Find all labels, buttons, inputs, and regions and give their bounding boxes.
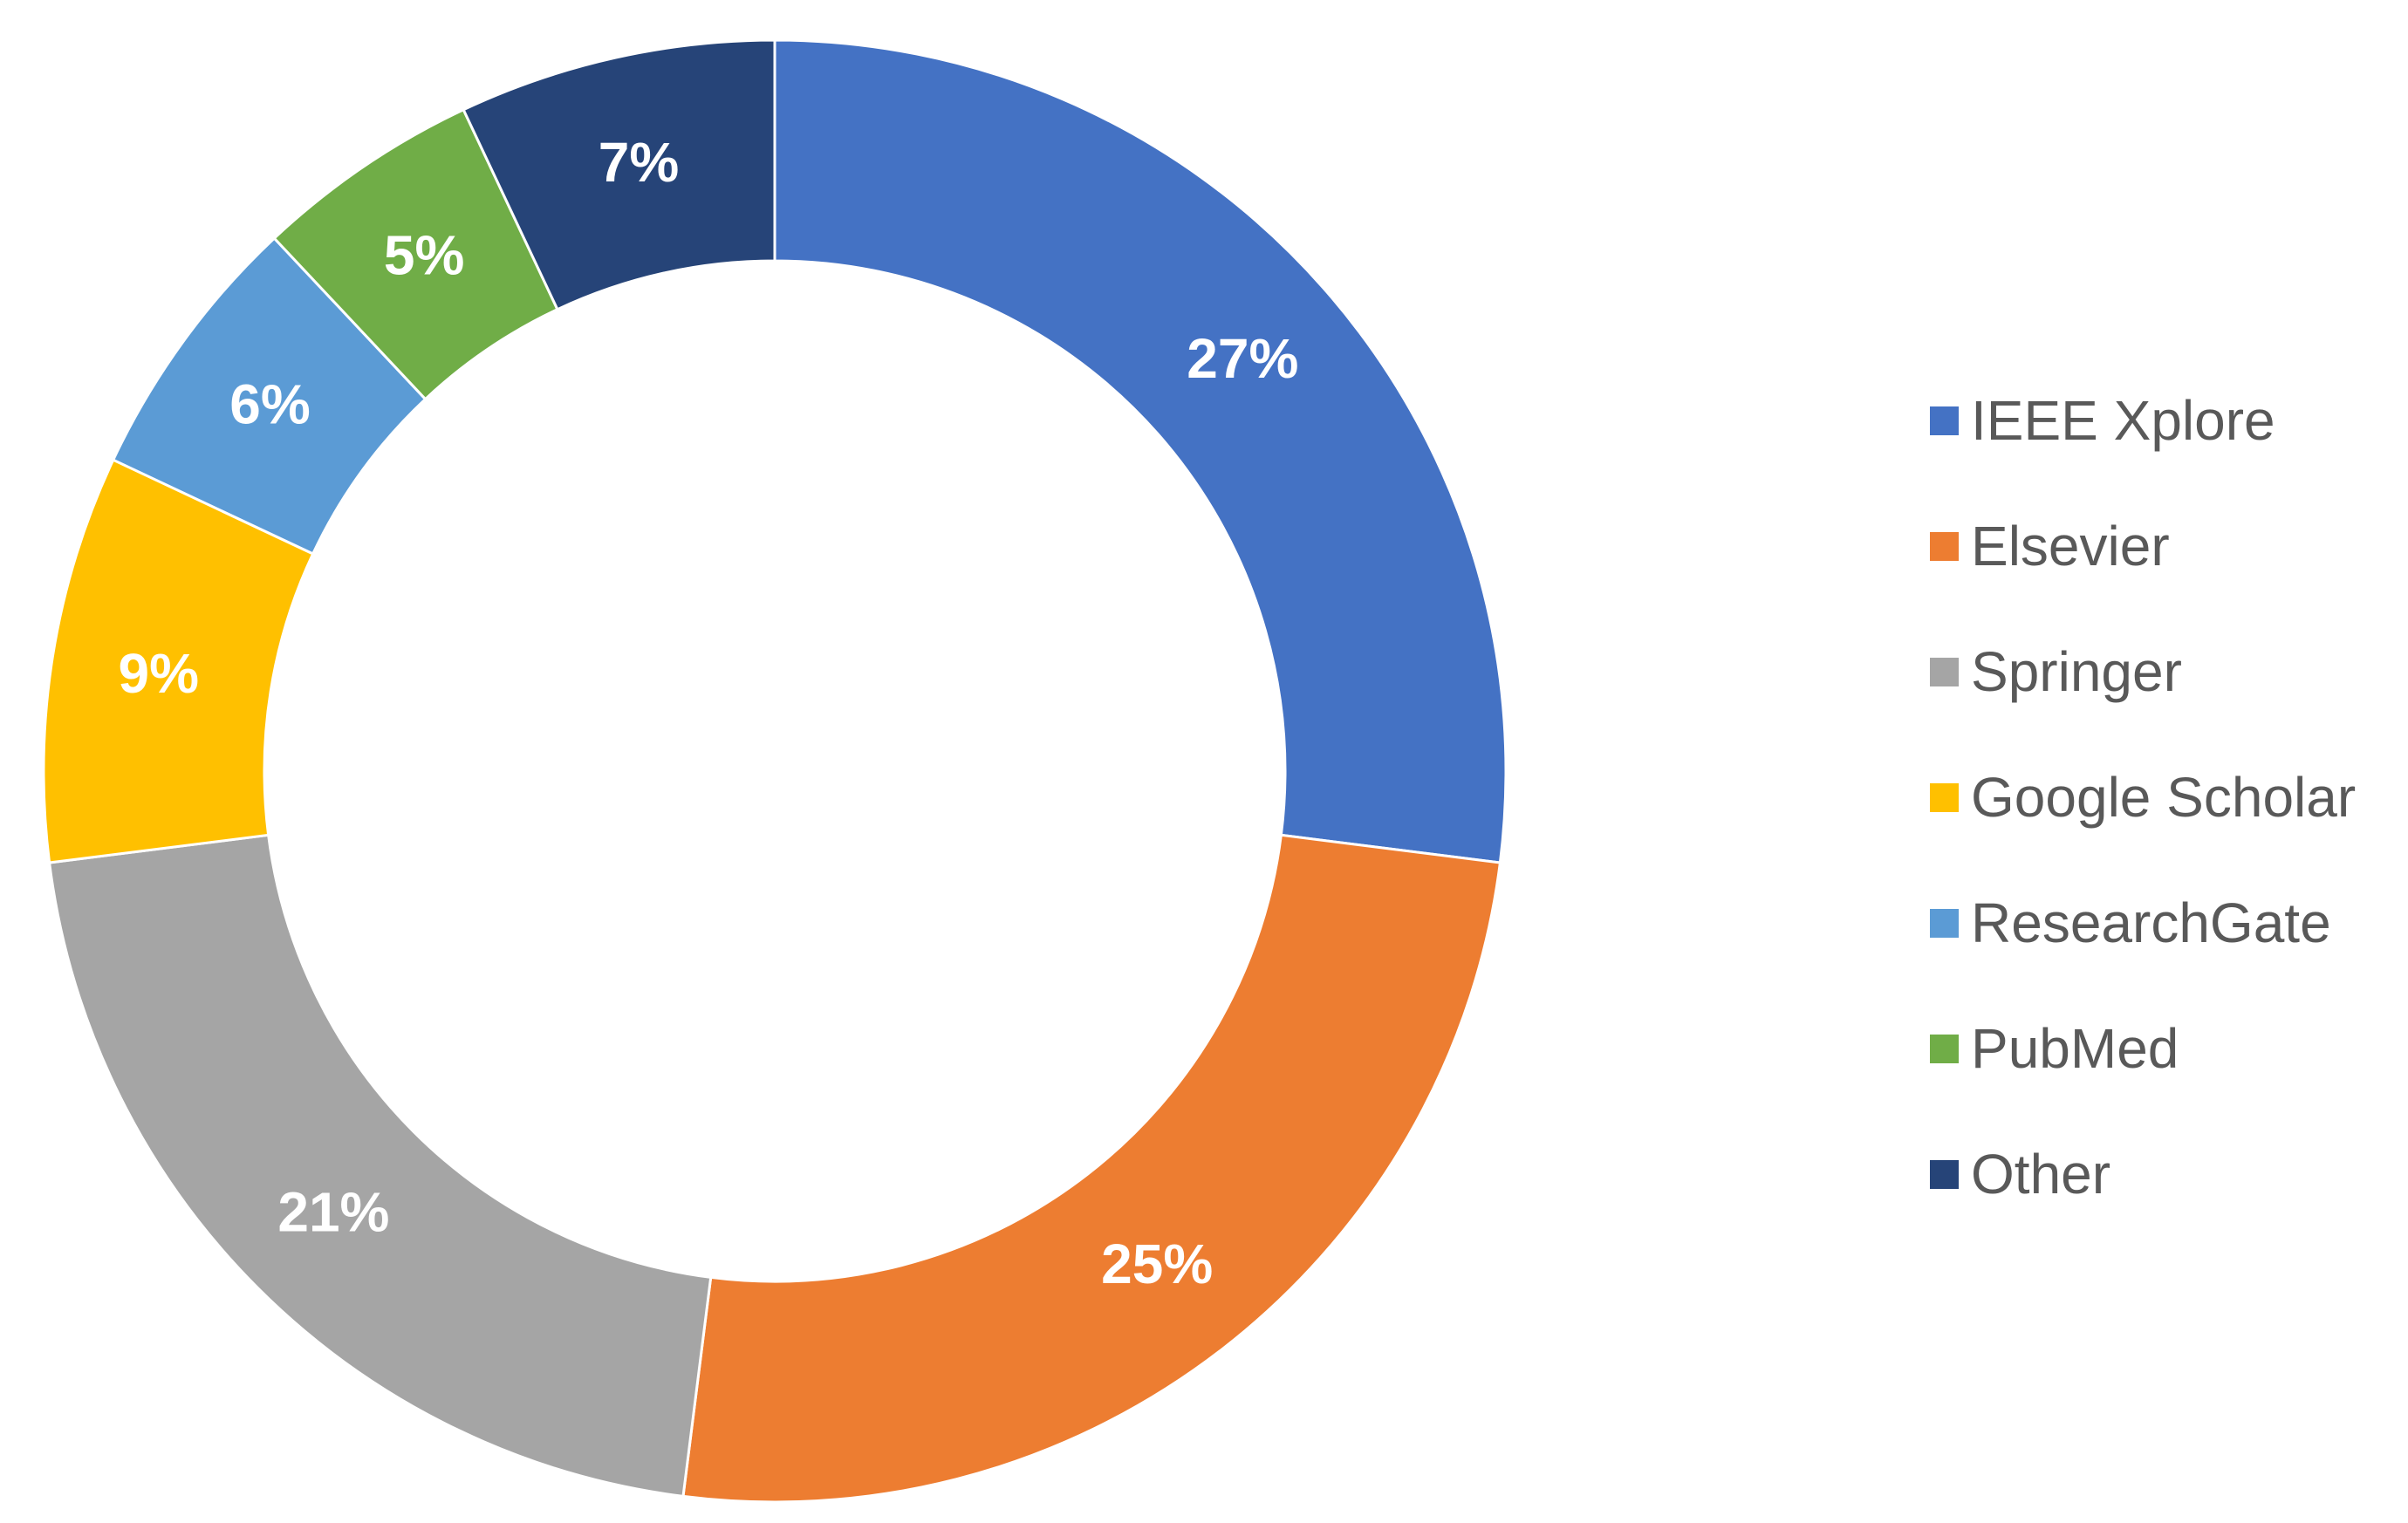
data-label-springer: 21%: [277, 1181, 389, 1244]
legend-item-researchgate: ResearchGate: [1930, 860, 2401, 986]
labels-group: 27% 25% 21% 9% 6% 5% 7%: [119, 131, 1299, 1295]
data-label-ieee-xplore: 27%: [1187, 327, 1298, 390]
legend-swatch: [1930, 908, 1959, 938]
data-label-researchgate: 6%: [229, 373, 311, 436]
legend-label: Google Scholar: [1971, 766, 2357, 829]
slice-other: [462, 38, 776, 311]
legend-label: Springer: [1971, 640, 2182, 703]
legend-item-pubmed: PubMed: [1930, 986, 2401, 1111]
legend-swatch: [1930, 1034, 1959, 1063]
legend-item-ieee-xplore: IEEE Xplore: [1930, 358, 2401, 483]
legend: IEEE Xplore Elsevier Springer Google Schola…: [1930, 358, 2401, 1237]
legend-item-springer: Springer: [1930, 609, 2401, 734]
data-label-other: 7%: [599, 131, 680, 194]
legend-swatch: [1930, 1159, 1959, 1189]
legend-label: PubMed: [1971, 1017, 2179, 1080]
legend-label: ResearchGate: [1971, 891, 2331, 954]
slice-ieee-xplore: [773, 38, 1508, 864]
legend-item-elsevier: Elsevier: [1930, 483, 2401, 609]
data-label-elsevier: 25%: [1101, 1233, 1213, 1295]
legend-swatch: [1930, 531, 1959, 561]
legend-label: IEEE Xplore: [1971, 389, 2275, 452]
slices-group: [42, 38, 1508, 1504]
slice-springer: [47, 833, 713, 1499]
slice-elsevier: [681, 833, 1502, 1504]
legend-swatch: [1930, 782, 1959, 812]
data-label-pubmed: 5%: [384, 224, 465, 287]
legend-swatch: [1930, 657, 1959, 686]
legend-item-other: Other: [1930, 1111, 2401, 1237]
legend-item-google-scholar: Google Scholar: [1930, 734, 2401, 860]
data-label-google-scholar: 9%: [119, 642, 200, 705]
legend-label: Other: [1971, 1143, 2111, 1205]
legend-label: Elsevier: [1971, 515, 2170, 577]
legend-swatch: [1930, 406, 1959, 435]
